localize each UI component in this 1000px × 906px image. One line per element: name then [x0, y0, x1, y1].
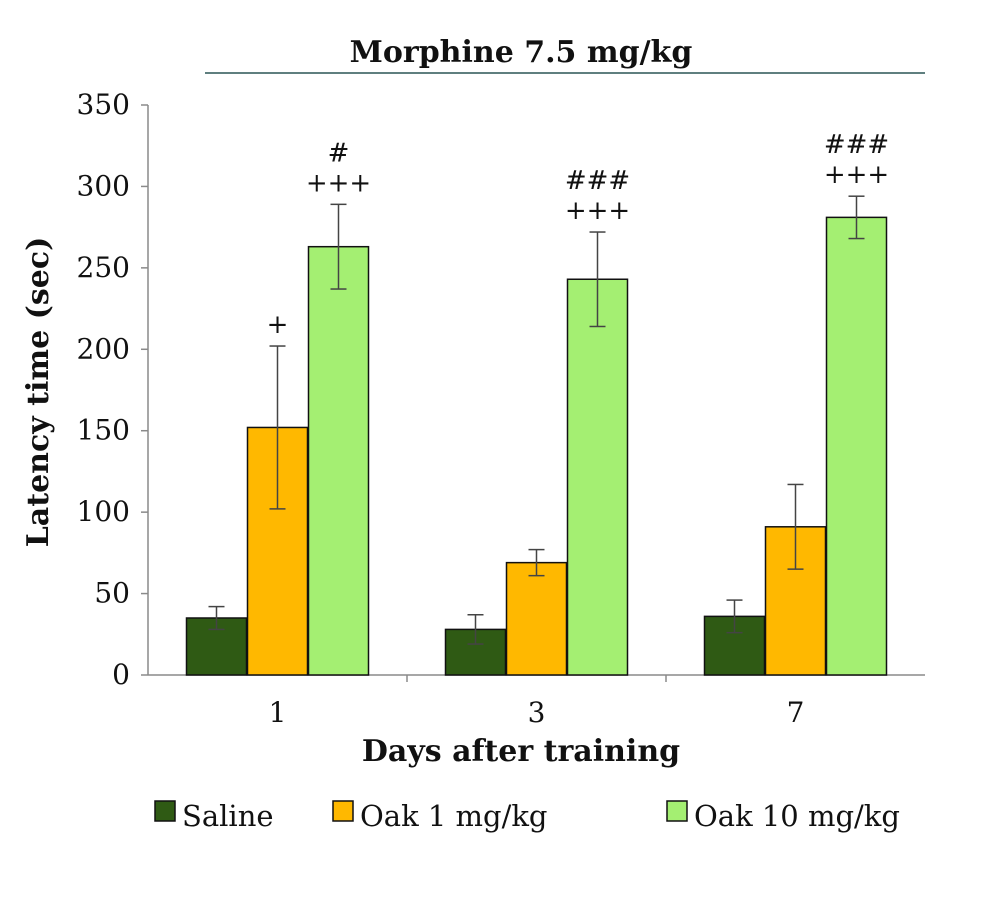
x-tick-label: 1	[269, 696, 287, 729]
significance-marker: ###	[824, 130, 889, 160]
x-tick-label: 7	[787, 696, 805, 729]
significance-marker: +++	[565, 196, 630, 226]
legend-swatch	[666, 800, 688, 822]
chart-title: Morphine 7.5 mg/kg	[350, 35, 693, 70]
x-axis-label: Days after training	[362, 734, 680, 769]
significance-marker: +	[267, 310, 289, 340]
legend-label: Oak 1 mg/kg	[360, 799, 548, 833]
significance-marker: ###	[565, 166, 630, 196]
significance-marker: +++	[306, 168, 371, 198]
bar	[185, 617, 248, 676]
y-tick-label: 350	[77, 88, 130, 121]
significance-marker: #	[328, 138, 350, 168]
legend-label: Oak 10 mg/kg	[694, 799, 900, 833]
annotations: +#+++ ###+++###+++	[267, 130, 890, 340]
bar	[505, 561, 568, 676]
y-tick-label: 300	[77, 169, 130, 202]
y-tick-label: 0	[112, 658, 130, 691]
bar	[444, 628, 507, 676]
y-tick-label: 100	[77, 495, 130, 528]
bar	[825, 216, 888, 676]
x-tick-label: 3	[528, 696, 546, 729]
legend: Saline Oak 1 mg/kg Oak 10 mg/kg	[154, 799, 900, 833]
legend-swatch	[154, 800, 176, 822]
y-tick-label: 50	[94, 577, 130, 610]
bar	[307, 245, 370, 676]
y-axis: 0 50 100 150 200 250 300 350	[77, 88, 149, 691]
bar	[566, 278, 629, 676]
y-tick-label: 250	[77, 251, 130, 284]
significance-marker: +++	[824, 160, 889, 190]
legend-swatch	[332, 800, 354, 822]
y-tick-label: 200	[77, 332, 130, 365]
x-axis: 1 3 7	[148, 674, 925, 729]
bars	[185, 195, 888, 676]
y-axis-label: Latency time (sec)	[21, 237, 56, 548]
y-tick-label: 150	[77, 414, 130, 447]
legend-label: Saline	[182, 799, 274, 833]
